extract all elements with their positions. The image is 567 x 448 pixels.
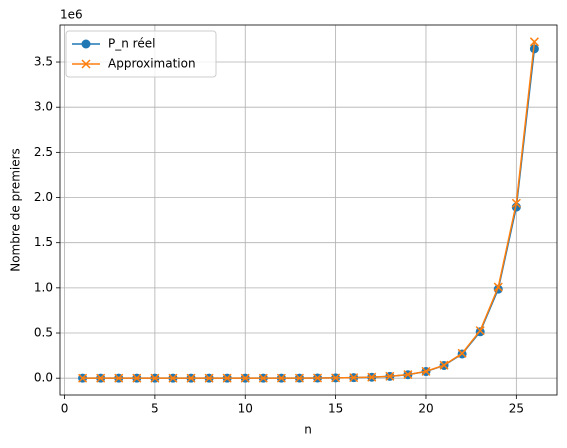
marker	[78, 373, 88, 383]
marker	[529, 44, 539, 54]
marker	[457, 348, 467, 358]
y-tick-label: 1.0	[34, 280, 53, 294]
marker	[276, 373, 286, 383]
marker	[313, 373, 323, 383]
marker	[421, 366, 431, 376]
marker	[240, 373, 250, 383]
marker	[222, 373, 232, 383]
marker	[132, 373, 142, 383]
marker	[331, 373, 341, 383]
marker	[81, 59, 91, 69]
y-tick-label: 3.5	[34, 55, 53, 69]
marker	[529, 37, 539, 47]
legend-label: Approximation	[108, 57, 196, 71]
x-tick-label: 0	[61, 402, 69, 416]
series-line	[82, 48, 536, 379]
legend: P_n réel Approximation	[65, 30, 217, 78]
marker	[294, 373, 304, 383]
grid	[60, 25, 557, 395]
y-tick-label: 0.0	[34, 371, 53, 385]
marker	[186, 373, 196, 383]
y-tick-label: 0.5	[34, 326, 53, 340]
marker	[367, 372, 377, 382]
series-line	[82, 41, 536, 379]
marker	[81, 39, 91, 49]
y-tick-label: 1.5	[34, 235, 53, 249]
x-axis-label: n	[304, 423, 312, 437]
marker	[493, 282, 503, 292]
x-tick-label: 25	[509, 402, 524, 416]
marker	[475, 326, 485, 336]
marker	[511, 198, 521, 208]
marker	[258, 373, 268, 383]
plot-area	[78, 37, 539, 383]
marker	[114, 373, 124, 383]
x-tick-label: 20	[418, 402, 433, 416]
y-tick-label: 2.5	[34, 145, 53, 159]
y-axis-label: Nombre de premiers	[9, 148, 23, 272]
legend-box	[65, 30, 217, 78]
x-tick-label: 10	[238, 402, 253, 416]
marker	[204, 373, 214, 383]
y-tick-label: 2.0	[34, 190, 53, 204]
x-tick-label: 5	[151, 402, 159, 416]
marker	[168, 373, 178, 383]
marker	[349, 373, 359, 383]
marker	[403, 370, 413, 380]
legend-label: P_n réel	[108, 37, 155, 51]
marker	[385, 371, 395, 381]
axes-frame	[59, 24, 558, 396]
marker	[439, 360, 449, 370]
marker	[150, 373, 160, 383]
marker	[96, 373, 106, 383]
y-offset-label: 1e6	[60, 8, 83, 22]
x-tick-label: 15	[328, 402, 343, 416]
y-tick-label: 3.0	[34, 100, 53, 114]
